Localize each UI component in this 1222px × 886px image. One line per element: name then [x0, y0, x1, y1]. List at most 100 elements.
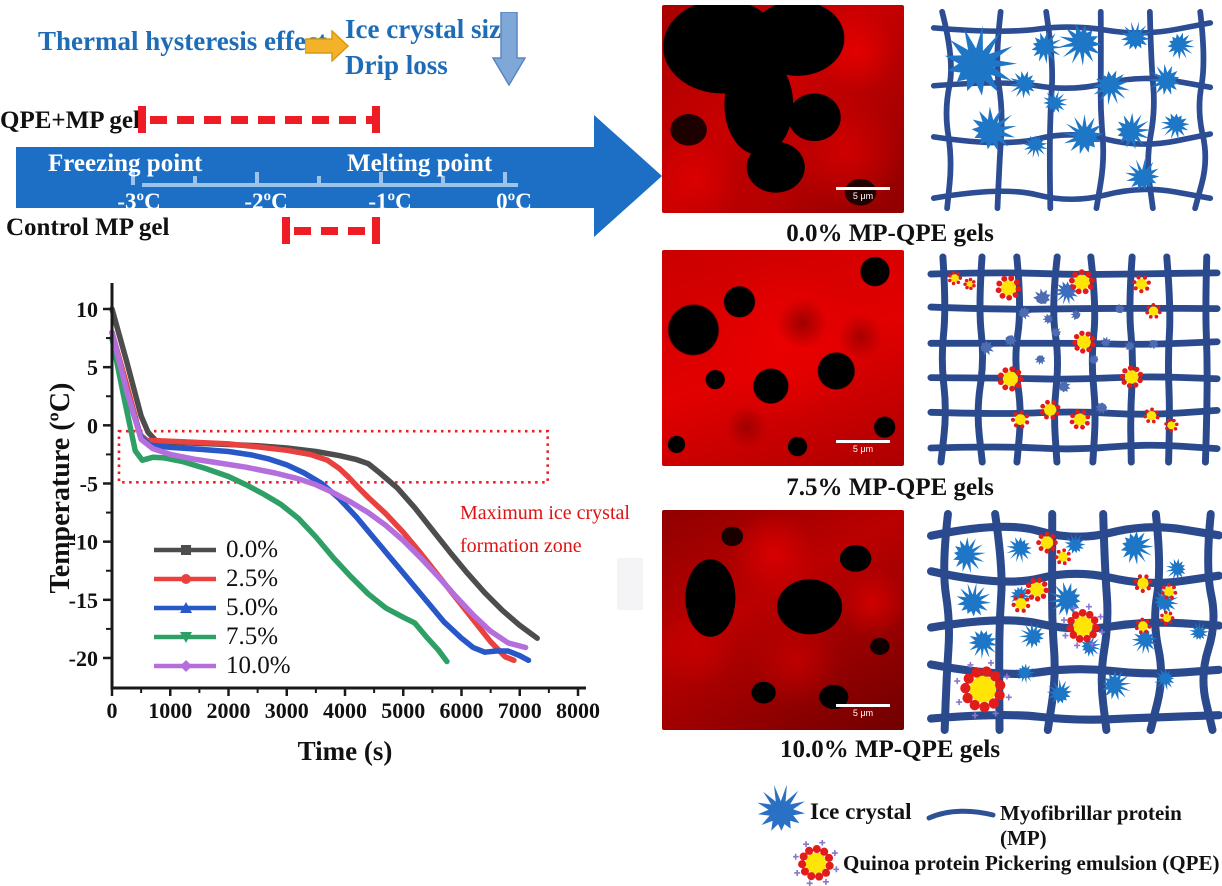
x-tick-label: 7000 [498, 698, 542, 723]
mp-network-strand [939, 8, 954, 212]
mp-network-strand [1163, 253, 1174, 466]
mp-network-strand [1050, 253, 1061, 466]
mp-line-icon [926, 808, 996, 821]
ice-crystal-shape [1189, 621, 1209, 640]
network-schematic-10pct [927, 510, 1222, 734]
qpe-bracket-dashes [150, 116, 372, 124]
ice-crystal-shape [1031, 30, 1064, 64]
temperature-axis-arrow: Freezing point Melting point -3ºC -2ºC -… [16, 115, 662, 237]
mp-network-strand [927, 269, 1221, 278]
qpe-droplet [1061, 603, 1105, 649]
scale-bar-line [836, 704, 890, 707]
qpe-droplet [1132, 275, 1151, 294]
qpe-droplet [1069, 409, 1091, 430]
mp-network-strand [1043, 510, 1059, 734]
x-tick-label: 4000 [323, 698, 367, 723]
qpe-droplet [793, 840, 839, 886]
ice-crystal-shape [1092, 70, 1130, 106]
ice-crystal-shape [1046, 679, 1072, 704]
scale-bar-line [836, 440, 890, 443]
ice-crystal-shape [1102, 670, 1132, 701]
legend-row-7.5%: 7.5% [152, 622, 291, 651]
ice-crystal-shape [956, 582, 992, 617]
y-axis-title: Temperature (ºC) [45, 382, 76, 594]
qpe-droplet [1143, 407, 1160, 424]
ice-crystal-shape [980, 340, 995, 356]
ice-crystal-shape [953, 537, 986, 573]
y-tick-label: -10 [69, 530, 98, 555]
zone-annotation-line2: formation zone [460, 535, 582, 557]
ice-crystal-shape [757, 784, 805, 831]
qpe-bracket-left-cap [138, 106, 146, 133]
legend-row-10.0%: 10.0% [152, 651, 291, 680]
legend-swatch [154, 601, 216, 613]
x-tick-label: 5000 [381, 698, 425, 723]
legend-label: 10.0% [226, 651, 291, 679]
clsm-image-10pct: 5 μm [662, 510, 904, 730]
x-axis-title: Time (s) [297, 736, 393, 766]
legend-label: 2.5% [226, 564, 279, 592]
ice-crystal-shape [1018, 306, 1032, 320]
mp-network-strand [1201, 253, 1211, 466]
ice-crystal-shape [1042, 313, 1053, 325]
ice-crystal-shape [1004, 335, 1017, 347]
ice-crystal-shape [1064, 532, 1086, 554]
tick-minus3: -3ºC [117, 189, 160, 214]
ice-crystal-shape [1019, 622, 1045, 649]
ice-crystal-shape [1167, 32, 1196, 60]
ice-crystal-shape [1153, 668, 1175, 691]
legend-row-0.0%: 0.0% [152, 535, 291, 564]
clsm-image-7-5pct: 5 μm [662, 250, 904, 466]
qpe-mp-gel-label: QPE+MP gel [0, 107, 140, 134]
qpe-droplet [1133, 574, 1153, 594]
zone-annotation: Maximum ice crystal formation zone [460, 497, 660, 563]
ice-crystal-shape [1033, 288, 1051, 305]
control-bracket-right-cap [372, 217, 380, 244]
temperature-scale-ticks [131, 172, 507, 185]
legend-label: 7.5% [226, 622, 279, 650]
qpe-droplet [1054, 548, 1071, 566]
effect-ice-crystal-size: Ice crystal size [345, 14, 513, 44]
qpe-droplet [963, 277, 976, 291]
mp-network-strand [927, 441, 1221, 453]
chart-plot-area: 10 5 0 -5 -10 -15 -20 0 1000 2000 3000 4000 5000 6000… [69, 283, 600, 723]
qpe-droplet [997, 366, 1024, 392]
ice-crystal-shape [944, 25, 1018, 96]
ice-crystal-legend-label: Ice crystal [810, 799, 912, 824]
ice-crystal-shape [1008, 70, 1036, 99]
series-line-7.5% [109, 335, 450, 665]
ice-crystal-shape [1125, 158, 1160, 191]
mp-network-strand [1192, 8, 1209, 212]
y-tick-label: -15 [69, 588, 98, 613]
qpe-droplet [1036, 531, 1058, 554]
qpe-droplet [1164, 418, 1179, 433]
mp-network-strand [974, 253, 987, 466]
y-tick-label: 5 [87, 355, 98, 380]
qpe-droplet [1145, 302, 1162, 319]
legend-swatch [154, 544, 216, 555]
mp-legend-label: Myofibrillar protein (MP) [1000, 801, 1182, 850]
control-mp-gel-label: Control MP gel [6, 214, 170, 241]
melting-point-label: Melting point [347, 150, 493, 177]
network-schematic-7-5pct [927, 253, 1221, 466]
scale-bar-label: 5 μm [852, 191, 874, 201]
scale-bar-label: 5 μm [852, 444, 874, 454]
legend-swatch [154, 631, 216, 643]
panel-label-0pct: 0.0% MP-QPE gels [786, 220, 994, 247]
ice-crystal-shape [1016, 663, 1036, 684]
qpe-droplet [1068, 269, 1095, 295]
scale-bar: 5 μm [836, 187, 890, 201]
network-schematic-0pct [930, 8, 1214, 212]
ice-crystal-shape [1116, 112, 1152, 150]
ice-crystal-shape [1120, 530, 1154, 565]
right-arrow-icon [305, 30, 349, 62]
mp-network-strand [1145, 8, 1157, 212]
down-arrow-icon [492, 12, 526, 86]
ice-crystal-shape [1006, 537, 1032, 563]
ice-crystal-shape [1100, 336, 1112, 348]
qpe-droplet [1160, 582, 1178, 600]
panel-label-7-5pct: 7.5% MP-QPE gels [786, 474, 994, 501]
ice-crystal-icon [757, 784, 805, 831]
ice-crystal-shape [1034, 355, 1046, 366]
ice-crystal-shape [1088, 354, 1099, 365]
